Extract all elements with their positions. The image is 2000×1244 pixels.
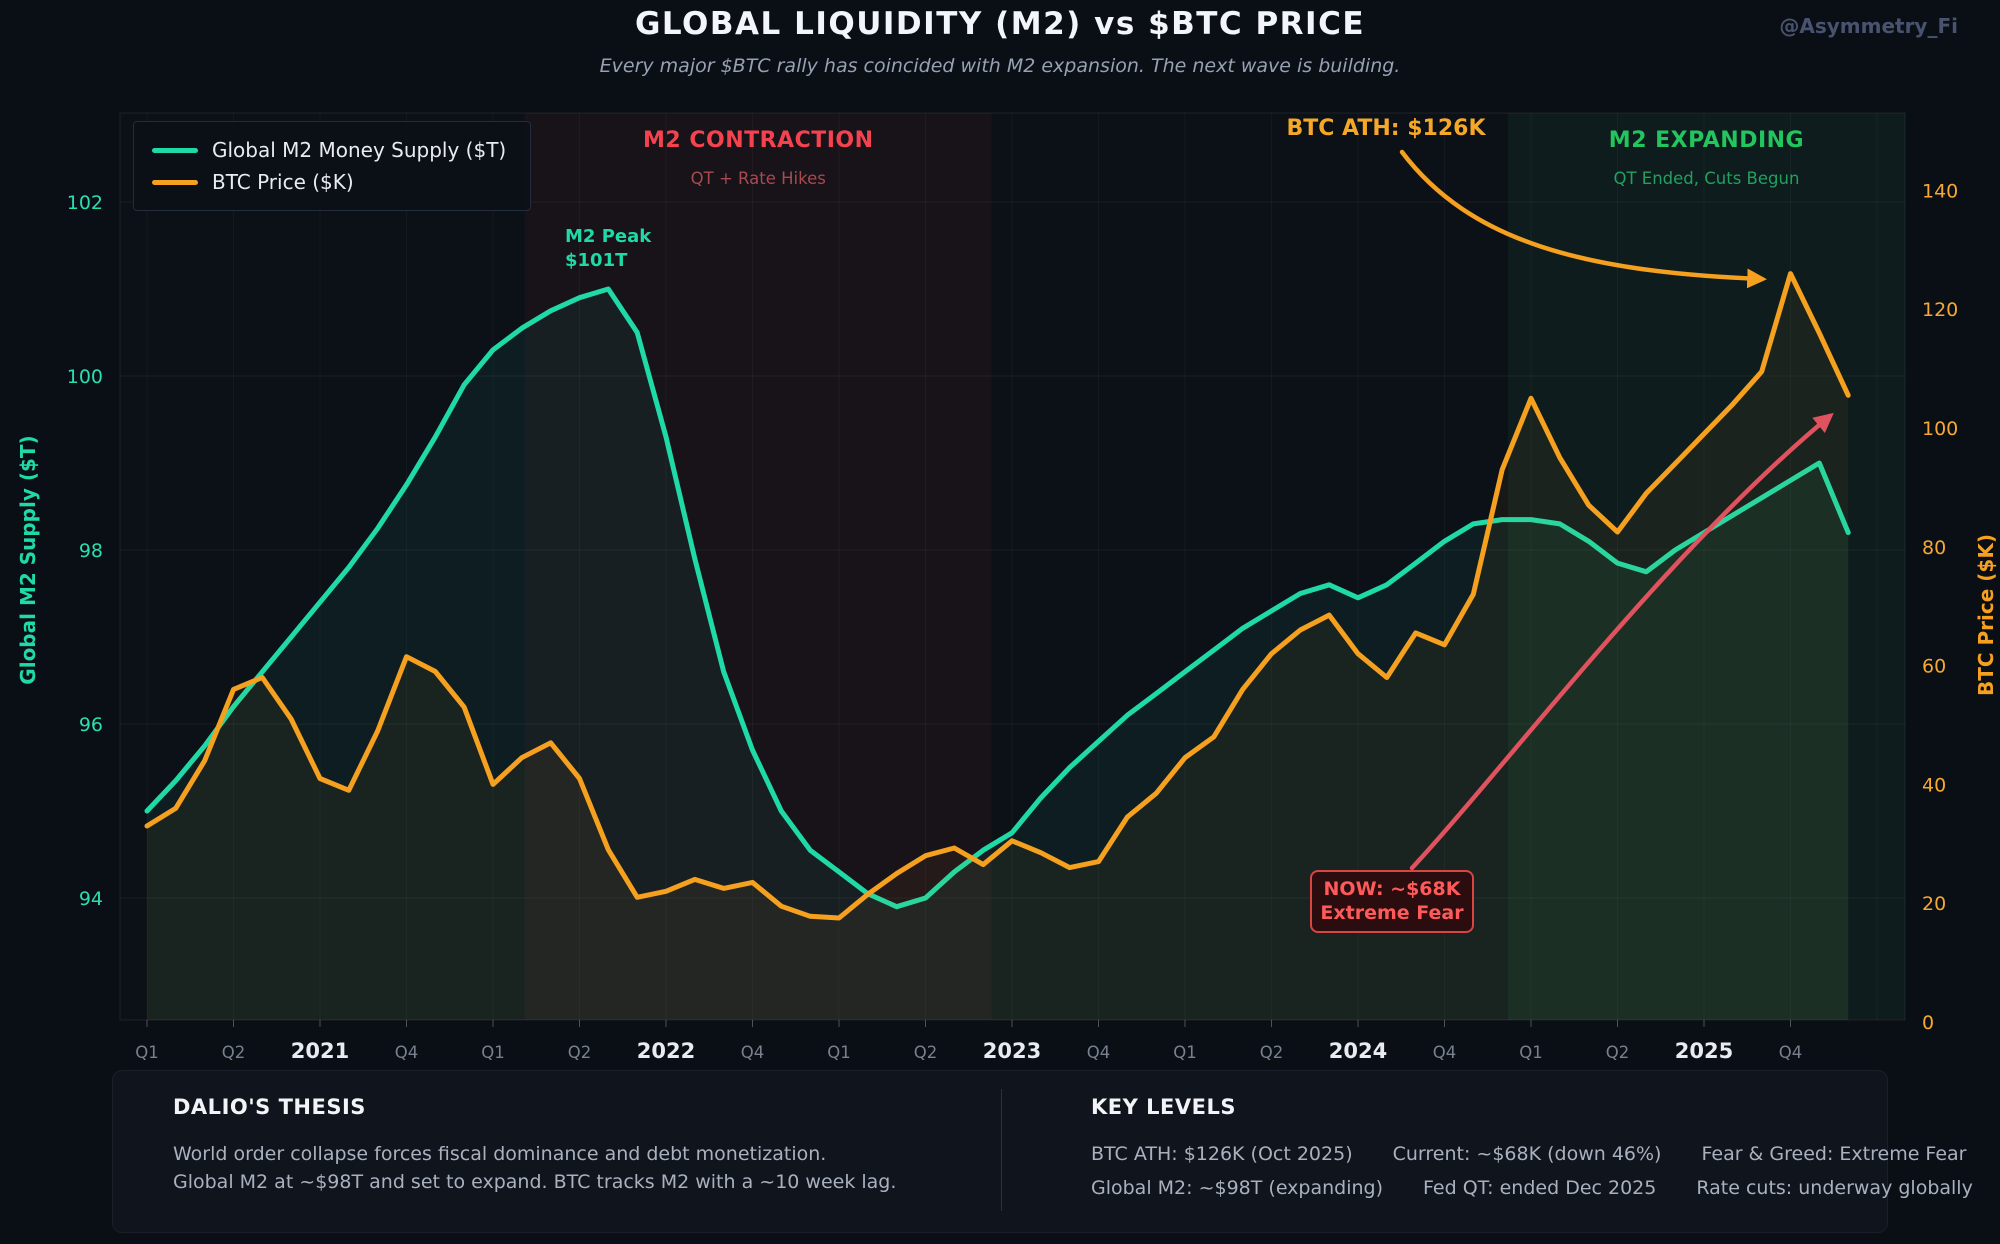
kl-rate-cuts: Rate cuts: underway globally bbox=[1696, 1176, 1973, 1199]
svg-text:2022: 2022 bbox=[637, 1039, 695, 1063]
svg-text:Q2: Q2 bbox=[222, 1043, 246, 1062]
svg-text:98: 98 bbox=[79, 540, 103, 562]
dalio-thesis-heading: DALIO'S THESIS bbox=[173, 1095, 366, 1119]
svg-text:140: 140 bbox=[1922, 180, 1958, 202]
left-axis-title: Global M2 Supply ($T) bbox=[16, 435, 40, 685]
svg-text:Q4: Q4 bbox=[1087, 1043, 1111, 1062]
key-levels-heading: KEY LEVELS bbox=[1091, 1095, 1236, 1119]
svg-text:80: 80 bbox=[1922, 537, 1946, 559]
svg-text:Q2: Q2 bbox=[568, 1043, 592, 1062]
btc-line-swatch-icon bbox=[152, 179, 198, 185]
svg-text:Q1: Q1 bbox=[1173, 1043, 1197, 1062]
svg-text:Q2: Q2 bbox=[1606, 1043, 1630, 1062]
svg-text:Q2: Q2 bbox=[1260, 1043, 1284, 1062]
annotation-arrows bbox=[1399, 149, 1834, 871]
svg-text:60: 60 bbox=[1922, 656, 1946, 678]
footer-divider bbox=[1001, 1089, 1002, 1211]
svg-text:120: 120 bbox=[1922, 299, 1958, 321]
dalio-thesis-line1: World order collapse forces fiscal domin… bbox=[173, 1143, 827, 1165]
svg-text:96: 96 bbox=[79, 714, 103, 736]
dalio-thesis-line2: Global M2 at ~$98T and set to expand. BT… bbox=[173, 1170, 897, 1193]
now-price-line: NOW: ~$68K bbox=[1323, 878, 1461, 900]
svg-text:2024: 2024 bbox=[1329, 1039, 1387, 1063]
svg-text:Q4: Q4 bbox=[741, 1043, 765, 1062]
chart-legend: Global M2 Money Supply ($T) BTC Price ($… bbox=[133, 121, 531, 211]
watermark-handle: @Asymmetry_Fi bbox=[1779, 14, 1958, 38]
svg-text:2025: 2025 bbox=[1675, 1039, 1733, 1063]
liquidity-vs-btc-chart: 102 100 98 96 94 140 120 100 80 60 40 20 0 Q1 Q2 2021 Q4… bbox=[67, 112, 1958, 1063]
svg-text:Q4: Q4 bbox=[1433, 1043, 1457, 1062]
btc-ath-annotation: BTC ATH: $126K bbox=[1286, 116, 1486, 141]
legend-item-m2: Global M2 Money Supply ($T) bbox=[152, 134, 530, 166]
page-subtitle: Every major $BTC rally has coincided wit… bbox=[599, 55, 1401, 77]
svg-text:Q4: Q4 bbox=[1779, 1043, 1803, 1062]
svg-text:102: 102 bbox=[67, 192, 103, 214]
legend-item-btc: BTC Price ($K) bbox=[152, 166, 530, 198]
kl-fear-greed: Fear & Greed: Extreme Fear bbox=[1701, 1143, 1967, 1165]
svg-text:Q1: Q1 bbox=[1519, 1043, 1543, 1062]
svg-text:Q1: Q1 bbox=[827, 1043, 851, 1062]
m2-line-swatch-icon bbox=[152, 147, 198, 153]
svg-text:20: 20 bbox=[1922, 893, 1946, 915]
legend-label-btc: BTC Price ($K) bbox=[212, 170, 354, 194]
svg-text:Q4: Q4 bbox=[395, 1043, 419, 1062]
legend-label-m2: Global M2 Money Supply ($T) bbox=[212, 138, 507, 162]
svg-text:Q1: Q1 bbox=[135, 1043, 159, 1062]
dalio-thesis-block: DALIO'S THESIS World order collapse forc… bbox=[173, 1071, 896, 1232]
footer-panel: DALIO'S THESIS World order collapse forc… bbox=[112, 1070, 1973, 1233]
page-title: GLOBAL LIQUIDITY (M2) vs $BTC PRICE bbox=[634, 6, 1366, 42]
key-levels-row2: Global M2: ~$98T (expanding) Fed QT: end… bbox=[1091, 1175, 1973, 1203]
btc-ath-arrow bbox=[1399, 149, 1767, 289]
key-levels-block: KEY LEVELS BTC ATH: $126K (Oct 2025) Cur… bbox=[1091, 1071, 1973, 1232]
right-axis-title: BTC Price ($K) bbox=[1974, 534, 1998, 696]
svg-text:100: 100 bbox=[67, 366, 103, 388]
svg-text:2021: 2021 bbox=[291, 1039, 349, 1063]
svg-text:40: 40 bbox=[1922, 774, 1946, 796]
dalio-thesis-body: World order collapse forces fiscal domin… bbox=[173, 1141, 896, 1196]
kl-current: Current: ~$68K (down 46%) bbox=[1392, 1143, 1662, 1165]
m2-peak-annotation: M2 Peak $101T bbox=[565, 225, 651, 274]
svg-text:94: 94 bbox=[79, 888, 103, 910]
svg-text:0: 0 bbox=[1922, 1012, 1934, 1034]
svg-text:2023: 2023 bbox=[983, 1039, 1041, 1063]
plot-layer: 102 100 98 96 94 140 120 100 80 60 40 20 0 Q1 Q2 2021 Q4… bbox=[67, 112, 1958, 1063]
kl-btc-ath: BTC ATH: $126K (Oct 2025) bbox=[1091, 1143, 1353, 1165]
svg-text:Q2: Q2 bbox=[914, 1043, 938, 1062]
now-arrow bbox=[1409, 412, 1834, 871]
m2-peak-line1: M2 Peak bbox=[565, 226, 652, 247]
now-extreme-fear-badge: NOW: ~$68K Extreme Fear bbox=[1310, 870, 1474, 933]
svg-text:Q1: Q1 bbox=[481, 1043, 505, 1062]
kl-fed-qt: Fed QT: ended Dec 2025 bbox=[1423, 1176, 1657, 1199]
key-levels-row1: BTC ATH: $126K (Oct 2025) Current: ~$68K… bbox=[1091, 1141, 1973, 1169]
now-sentiment-line: Extreme Fear bbox=[1320, 902, 1464, 925]
m2-peak-line2: $101T bbox=[565, 250, 628, 272]
kl-global-m2: Global M2: ~$98T (expanding) bbox=[1091, 1176, 1384, 1199]
svg-text:100: 100 bbox=[1922, 418, 1958, 440]
